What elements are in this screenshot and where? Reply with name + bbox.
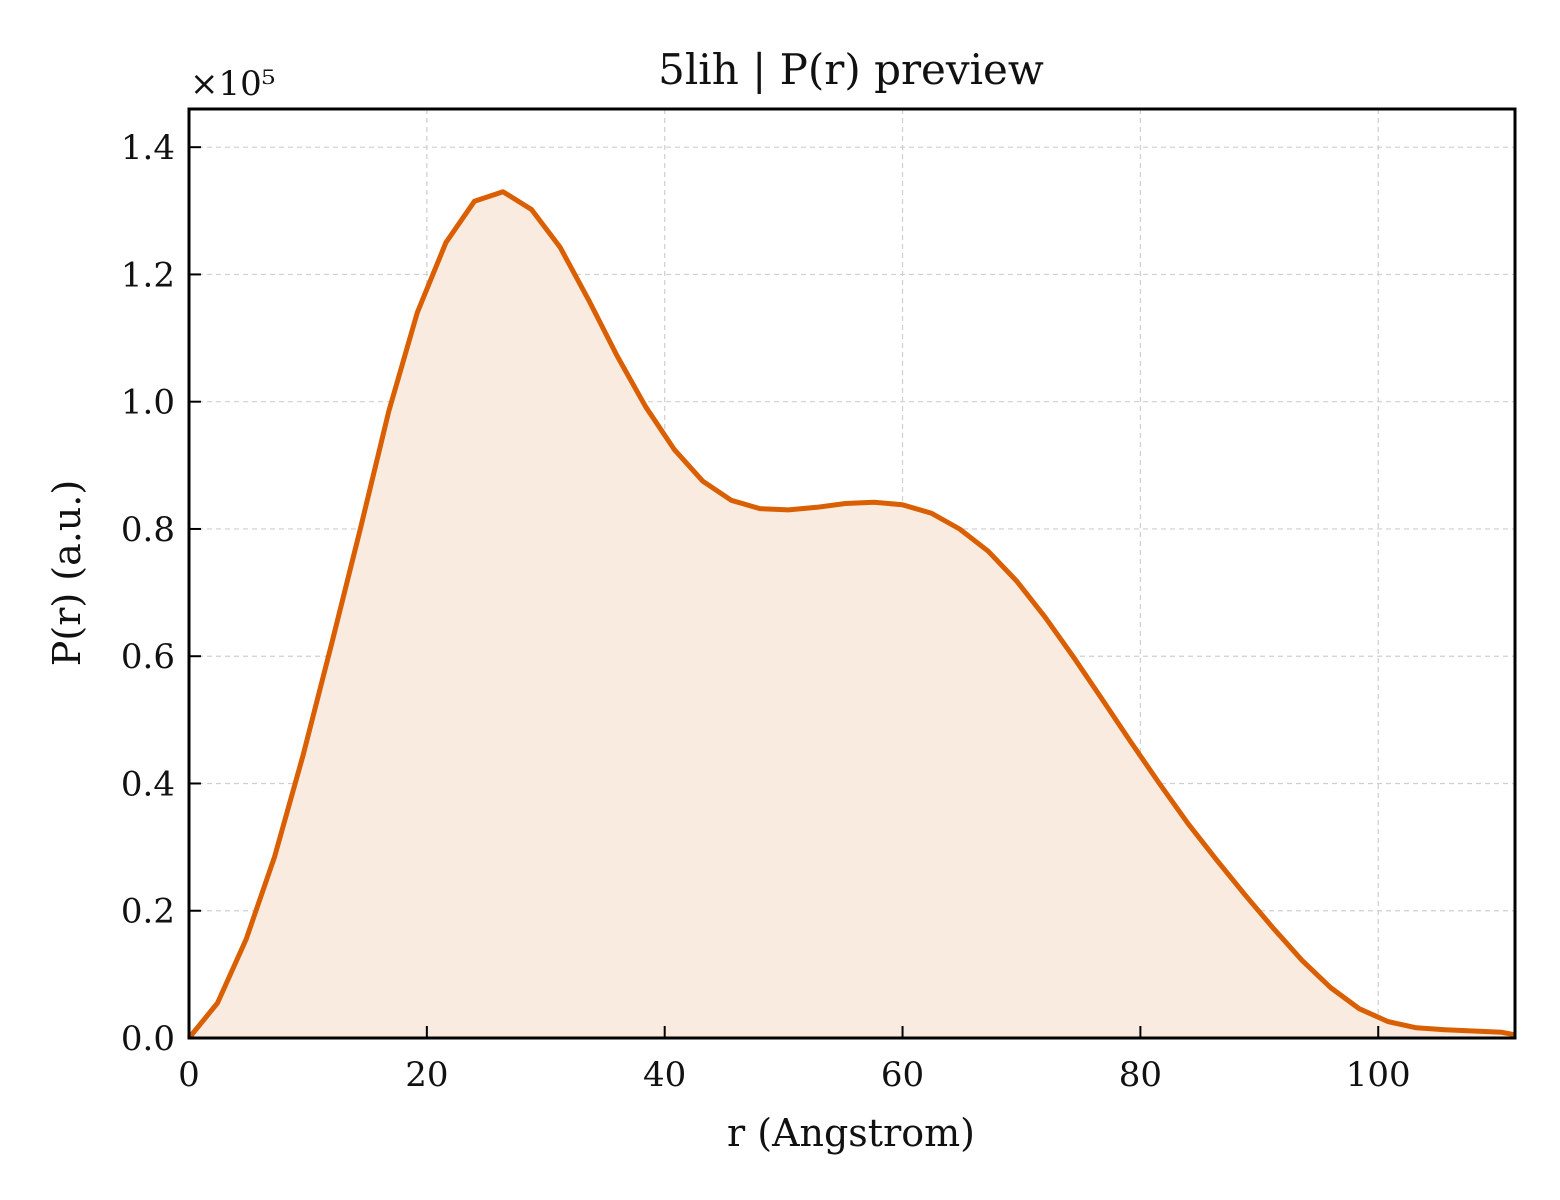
x-axis: 0 20 40 60 80 100 (178, 1026, 1411, 1095)
x-tick-label: 60 (881, 1055, 924, 1095)
plot-frame (187, 107, 1517, 1040)
y-tick-label: 0.4 (121, 764, 175, 804)
y-offset-label: ×10⁵ (190, 64, 275, 104)
y-tick-label: 1.0 (121, 383, 175, 423)
series-line (187, 189, 1516, 1040)
x-tick-label: 80 (1119, 1055, 1162, 1095)
area-fill (189, 191, 1515, 1038)
y-tick-label: 0.8 (121, 510, 175, 550)
x-tick-label: 20 (405, 1055, 448, 1095)
y-tick-label: 1.2 (121, 255, 175, 295)
y-tick-label: 0.2 (121, 892, 175, 932)
x-tick-label: 40 (643, 1055, 686, 1095)
y-tick-label: 0.0 (121, 1019, 175, 1059)
x-axis-label: r (Angstrom) (727, 1111, 975, 1155)
y-tick-label: 0.6 (121, 637, 175, 677)
y-axis: 0.0 0.2 0.4 0.6 0.8 1.0 1.2 1.4 (121, 128, 201, 1059)
y-axis-label: P(r) (a.u.) (45, 480, 89, 666)
chart-title: 5lih | P(r) preview (658, 45, 1044, 94)
y-tick-label: 1.4 (121, 128, 175, 168)
x-tick-label: 100 (1346, 1055, 1411, 1095)
x-tick-label: 0 (178, 1055, 200, 1095)
